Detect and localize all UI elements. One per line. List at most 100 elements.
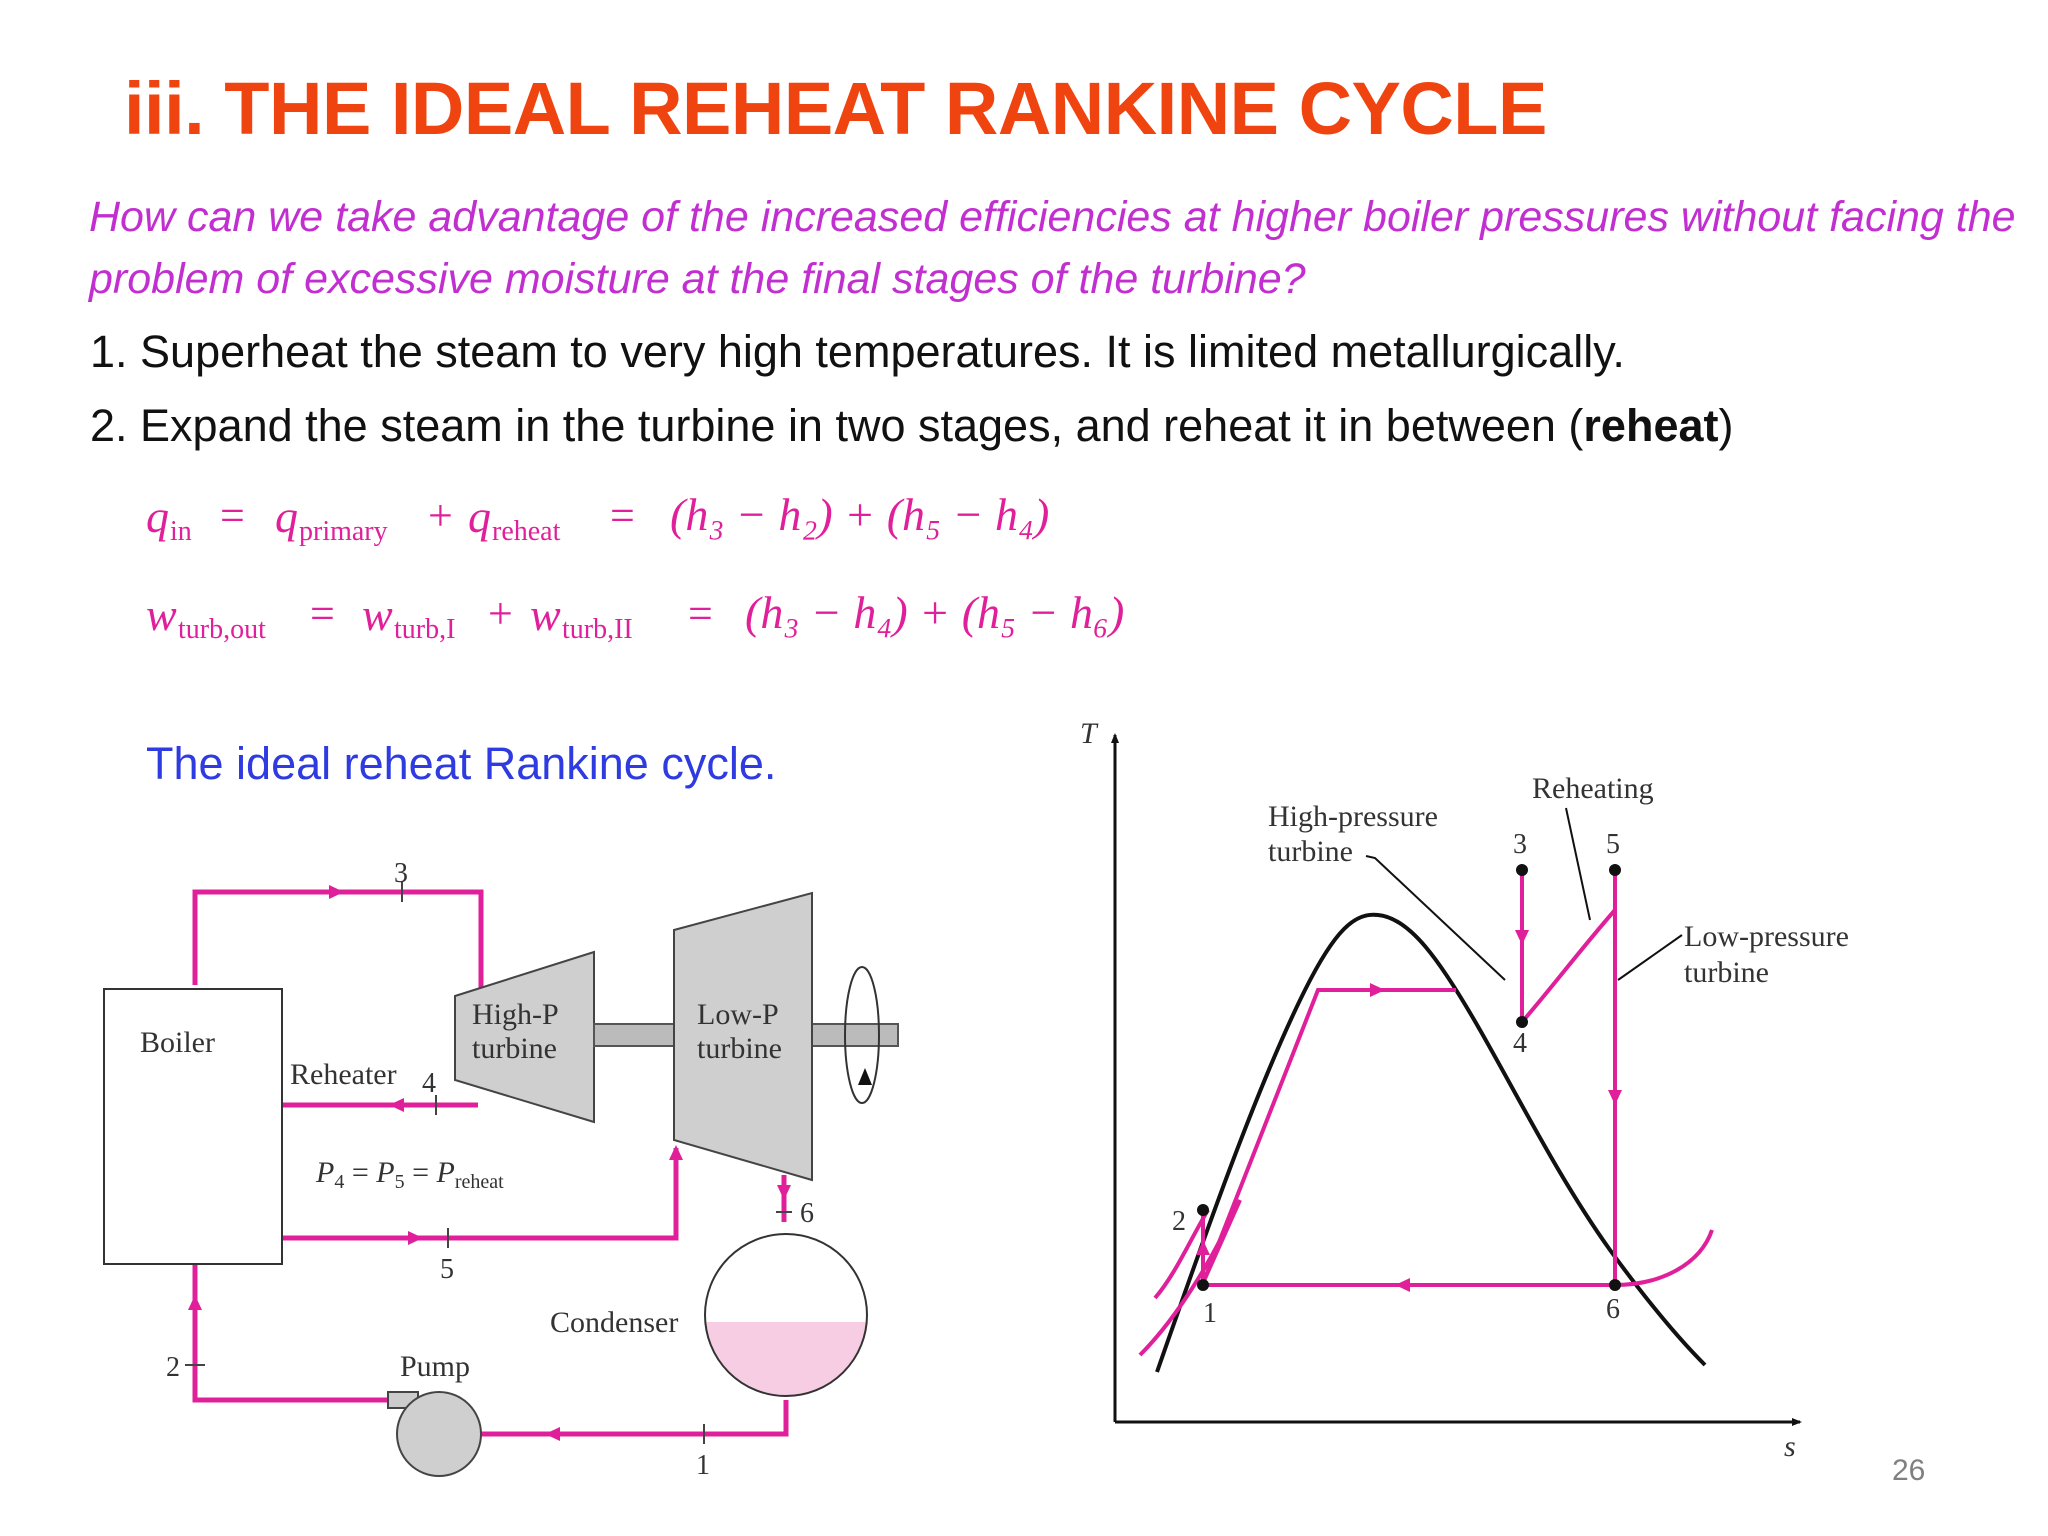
arrow-up (1196, 1240, 1210, 1255)
equation-turbine-work: w turb,out = w turb,I + w turb,II = (h₃ … (146, 587, 1124, 645)
state-4-label: 4 (422, 1068, 436, 1099)
boiler-box (103, 988, 283, 1265)
arrow-up (188, 1295, 202, 1310)
arrow-down (1515, 930, 1529, 945)
state-point-6 (1609, 1279, 1621, 1291)
cycle-arrows (1196, 930, 1622, 1292)
eq-q-sub-reheat: reheat (492, 516, 561, 547)
eq-w-symbol: w (146, 589, 177, 640)
turbine-shaft (593, 1023, 675, 1047)
eq-q-sub-in: in (170, 516, 192, 547)
schematic-state-labels: 3 4 5 6 1 2 (166, 858, 814, 1481)
state-point-1 (1197, 1279, 1209, 1291)
pressure-line-superheat (1614, 1229, 1714, 1287)
question-text: How can we take advantage of the increas… (89, 193, 2016, 303)
cycle-schematic: Boiler High-P turbine Low-P turbine Cond… (103, 858, 899, 1481)
lp-turbine (673, 891, 813, 1182)
eq-equals: = (310, 589, 335, 638)
condenser-label: Condenser (550, 1306, 678, 1339)
ts-state-labels: 1 2 3 4 5 6 (1172, 829, 1620, 1329)
state-points (1197, 864, 1621, 1291)
arrow-left (389, 1098, 404, 1112)
pipe-state-5 (270, 1148, 679, 1241)
ts-state-5-label: 5 (1606, 829, 1620, 860)
pipe-state-2 (192, 1265, 388, 1403)
ts-diagram: T s (1080, 717, 1849, 1463)
state-point-5 (1609, 864, 1621, 876)
eq-plus: + (488, 589, 513, 638)
reheater-label: Reheater (290, 1058, 397, 1091)
arrow-left (1395, 1278, 1410, 1292)
reheat-keyword: reheat (1583, 400, 1719, 451)
pressure-relation: P4 = P5 = Preheat (315, 1156, 504, 1193)
ts-state-3-label: 3 (1513, 829, 1527, 860)
state-ticks (185, 882, 792, 1444)
list-item-reheat: 2. Expand the steam in the turbine in tw… (90, 400, 1734, 452)
boiler-label: Boiler (140, 1026, 215, 1059)
lp-turbine-label: Low-P (697, 998, 779, 1031)
eq-w-sub-i: turb,I (394, 614, 455, 645)
figure-caption: The ideal reheat Rankine cycle. (146, 738, 777, 789)
pipe-state-3 (192, 889, 484, 990)
arrow-left (545, 1427, 560, 1441)
page-number: 26 (1892, 1454, 1926, 1487)
state-6-label: 6 (800, 1198, 814, 1229)
state-1-label: 1 (696, 1450, 710, 1481)
process-2-3 (1201, 988, 1456, 1284)
cycle-process-lines (1138, 870, 1714, 1357)
output-shaft (811, 1023, 899, 1047)
pipe-state-1 (478, 1400, 789, 1437)
pump-label: Pump (400, 1350, 470, 1383)
process-4-5 (1520, 870, 1617, 1024)
state-3-label: 3 (394, 858, 408, 889)
eq-q-symbol: q (468, 491, 491, 542)
lp-leader-line (1617, 934, 1683, 981)
eq-w-symbol: w (362, 589, 393, 640)
ts-state-4-label: 4 (1513, 1028, 1527, 1059)
ts-state-2-label: 2 (1172, 1206, 1186, 1237)
eq-equals: = (220, 491, 245, 540)
hp-turbine-label: turbine (472, 1032, 557, 1065)
hp-turbine-annotation: turbine (1268, 835, 1353, 868)
hp-leader-line (1365, 855, 1506, 981)
list-item-reheat-text: 2. Expand the steam in the turbine in tw… (90, 400, 1584, 451)
hp-turbine-annotation: High-pressure (1268, 800, 1438, 833)
state-point-2 (1197, 1204, 1209, 1216)
eq-plus: + (428, 491, 453, 540)
rotation-arrow-icon (844, 966, 880, 1104)
pressure-line-high (1153, 1208, 1210, 1300)
s-axis-label: s (1784, 1430, 1796, 1463)
eq-q-sub-primary: primary (299, 516, 388, 547)
arrow-down (777, 1185, 791, 1200)
eq-w-sub-out: turb,out (178, 614, 266, 645)
lp-turbine-annotation: Low-pressure (1684, 920, 1849, 953)
arrow-right (408, 1231, 423, 1245)
hp-turbine-label: High-P (472, 998, 559, 1031)
state-5-label: 5 (440, 1254, 454, 1285)
rotation-arrowhead-icon (858, 1068, 872, 1085)
arrow-down (1608, 1090, 1622, 1105)
state-point-4 (1516, 1016, 1528, 1028)
hp-turbine (454, 950, 595, 1124)
reheating-annotation: Reheating (1532, 772, 1654, 805)
eq-equals: = (610, 491, 635, 540)
eq-q-symbol: q (275, 491, 298, 542)
eq-heat-rhs: (h₃ − h₂) + (h₅ − h₄) (670, 489, 1049, 540)
eq-equals: = (688, 589, 713, 638)
arrow-right (329, 885, 344, 899)
list-item-superheat: 1. Superheat the steam to very high temp… (90, 326, 1625, 377)
lp-turbine-label: turbine (697, 1032, 782, 1065)
arrow-up (669, 1145, 683, 1160)
saturation-dome (1155, 912, 1707, 1373)
t-axis-label: T (1080, 717, 1099, 750)
pump (396, 1391, 482, 1477)
state-point-3 (1516, 864, 1528, 876)
flow-arrows (188, 885, 791, 1441)
arrow-right (1370, 983, 1385, 997)
state-2-label: 2 (166, 1352, 180, 1383)
eq-w-sub-ii: turb,II (562, 614, 633, 645)
slide-title: iii. THE IDEAL REHEAT RANKINE CYCLE (124, 67, 1547, 150)
eq-q-symbol: q (146, 491, 169, 542)
pressure-line-low (1138, 1199, 1242, 1357)
